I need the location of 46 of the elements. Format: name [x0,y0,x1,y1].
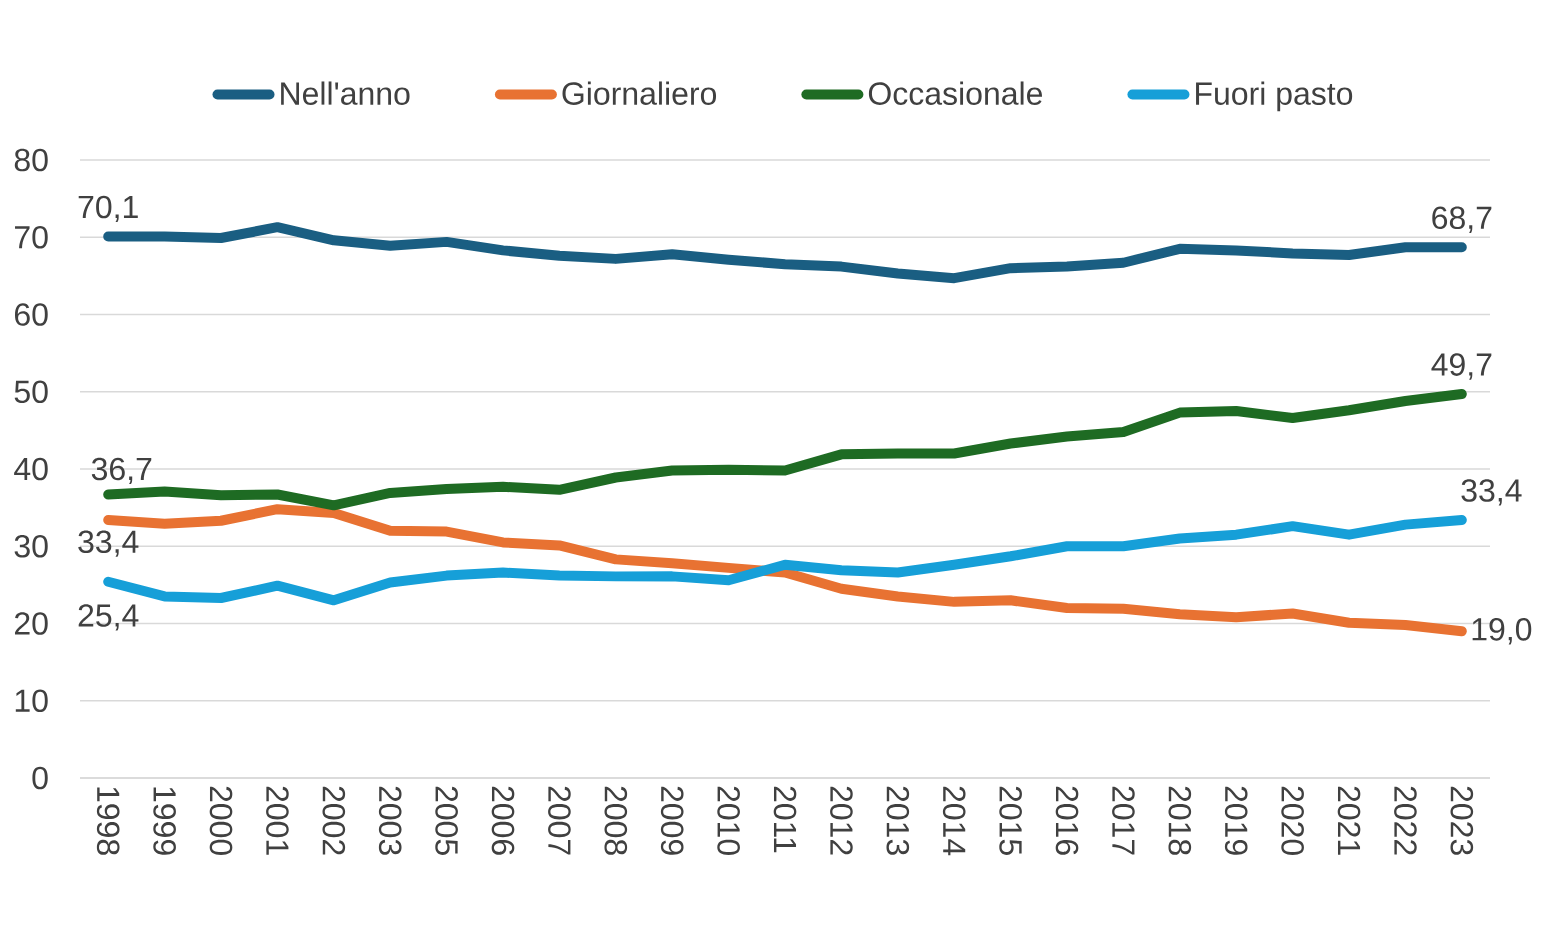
x-tick-label: 1999 [153,787,176,855]
data-label: 19,0 [1472,618,1532,645]
x-tick-label: 2014 [942,786,966,856]
y-tick-label: 60 [14,303,48,326]
x-tick-label: 2020 [1281,786,1304,855]
x-tick-label: 2023 [1450,786,1474,855]
y-tick-label: 40 [14,457,48,481]
x-tick-label: 2017 [1112,786,1135,855]
data-label: 68,7 [1432,206,1492,233]
y-tick-label: 80 [14,148,48,172]
x-tick-label: 2022 [1394,786,1417,855]
legend-label: Occasionale [868,81,1043,105]
x-tick-label: 2003 [378,786,402,855]
x-tick-label: 2012 [830,786,853,855]
x-tick-label: 2021 [1337,786,1361,855]
x-tick-label: 2015 [999,786,1022,855]
x-tick-label: 2006 [491,786,515,855]
x-tick-label: 2019 [1224,786,1248,855]
x-tick-label: 2016 [1055,786,1079,855]
x-tick-label: 2008 [604,786,628,855]
x-tick-label: 2018 [1168,786,1192,855]
x-tick-label: 2000 [209,786,233,855]
legend-label: Giornaliero [562,81,717,105]
x-tick-label: 1998 [96,787,120,855]
y-tick-label: 70 [15,225,48,249]
legend-label: Nell'anno [281,81,410,105]
data-label: 33,4 [78,530,139,557]
x-tick-label: 2009 [660,786,684,855]
x-tick-label: 2001 [266,786,289,855]
x-tick-label: 2002 [322,786,346,855]
data-label: 33,4 [1461,479,1522,506]
y-tick-label: 0 [32,766,48,790]
data-label: 49,7 [1431,353,1492,380]
x-tick-label: 2005 [435,786,458,855]
x-tick-label: 2013 [886,786,910,855]
data-label: 25,4 [78,604,139,631]
y-tick-label: 30 [14,534,48,558]
x-tick-label: 2007 [548,786,571,855]
y-tick-label: 10 [15,689,48,713]
x-tick-label: 2011 [773,786,797,853]
y-tick-label: 50 [14,380,48,404]
x-tick-label: 2010 [717,786,740,855]
data-label: 70,1 [78,195,138,223]
legend-label: Fuori pasto [1196,81,1353,112]
y-tick-label: 20 [14,612,48,635]
data-label: 36,7 [91,457,152,485]
